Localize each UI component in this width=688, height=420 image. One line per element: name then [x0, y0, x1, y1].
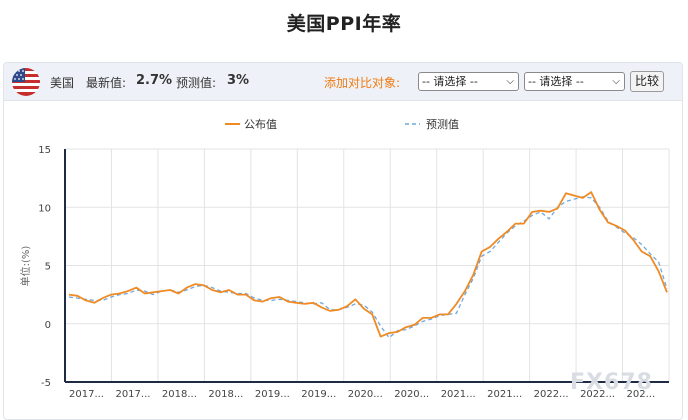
- chevron-down-icon: ⌵: [506, 76, 514, 87]
- y-axis-label: 单位:(%): [19, 246, 32, 287]
- page-title: 美国PPI年率: [286, 13, 402, 35]
- x-tick-label: 2022...: [580, 389, 615, 400]
- chevron-down-icon: ⌵: [612, 76, 620, 87]
- chart-series: [68, 191, 668, 339]
- x-tick-label: 2018...: [208, 389, 243, 400]
- chart-toolbar: 美国 最新值: 2.7% 预测值: 3% 添加对比对象: -- 请选择 -- ⌵…: [4, 63, 682, 101]
- legend-actual-label: 公布值: [244, 118, 277, 131]
- x-tick-label: 2020...: [394, 389, 429, 400]
- x-tick-label: 2017...: [69, 389, 104, 400]
- compare-prompt: 添加对比对象:: [324, 76, 401, 90]
- chart-grid: [65, 148, 670, 383]
- latest-value: 2.7%: [136, 73, 173, 88]
- compare-select-2[interactable]: -- 请选择 -- ⌵: [524, 72, 625, 91]
- x-tick-label: 2022...: [534, 389, 569, 400]
- x-tick-label: 2019...: [255, 389, 290, 400]
- x-tick-label: 2019...: [301, 389, 336, 400]
- chart-legend: 公布值 预测值: [225, 118, 459, 131]
- compare-select-2-value: -- 请选择 --: [528, 75, 584, 88]
- compare-select-1-value: -- 请选择 --: [422, 75, 478, 88]
- x-tick-label: 202...: [627, 389, 656, 400]
- actual-series-line: [68, 191, 668, 338]
- country-label: 美国: [50, 76, 75, 90]
- us-flag-icon: [12, 68, 40, 96]
- x-tick-label: 2021...: [487, 389, 522, 400]
- chart-panel: 美国 最新值: 2.7% 预测值: 3% 添加对比对象: -- 请选择 -- ⌵…: [3, 62, 683, 420]
- x-tick-label: 2021...: [441, 389, 476, 400]
- forecast-value: 3%: [227, 73, 250, 88]
- x-tick-label: 2020...: [348, 389, 383, 400]
- watermark-logo: FX678: [570, 370, 653, 395]
- y-tick-label: 15: [38, 145, 51, 156]
- y-tick-label: 10: [38, 203, 51, 214]
- y-tick-label: 0: [45, 320, 51, 331]
- chart-axes: -5 0 5 10 15 2017... 2017... 2018... 2018... 2019…: [38, 145, 669, 400]
- compare-select-1[interactable]: -- 请选择 -- ⌵: [418, 72, 519, 91]
- forecast-series-line: [68, 196, 668, 339]
- latest-value-label: 最新值:: [86, 76, 127, 90]
- compare-button[interactable]: 比较: [630, 71, 664, 92]
- x-tick-label: 2018...: [162, 389, 197, 400]
- x-tick-label: 2017...: [115, 389, 150, 400]
- y-tick-label: -5: [41, 378, 51, 389]
- legend-forecast-label: 预测值: [426, 118, 459, 131]
- forecast-value-label: 预测值:: [176, 76, 217, 90]
- y-tick-label: 5: [45, 262, 51, 273]
